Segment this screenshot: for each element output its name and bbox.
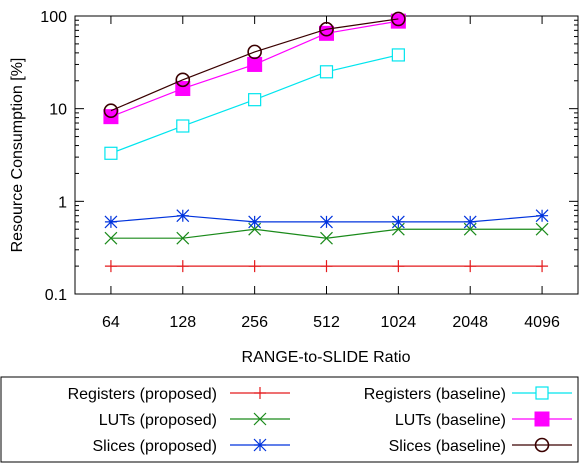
data-point <box>319 65 334 79</box>
data-point <box>176 231 190 245</box>
legend-entry: LUTs (baseline) <box>395 411 572 429</box>
data-point <box>319 21 334 37</box>
x-tick-label: 512 <box>313 314 340 331</box>
legend-box <box>0 376 579 463</box>
data-point <box>320 215 333 229</box>
x-tick-label: 4096 <box>524 314 560 331</box>
legend-label: Slices (baseline) <box>389 438 506 455</box>
data-point <box>320 231 333 245</box>
data-point <box>103 103 119 119</box>
data-point <box>104 231 118 245</box>
data-point <box>176 260 189 273</box>
series-2 <box>104 48 405 160</box>
y-tick-label: 100 <box>40 9 67 26</box>
legend-label: LUTs (baseline) <box>395 412 506 429</box>
legend-marker <box>534 411 550 427</box>
x-tick-label: 128 <box>169 314 196 331</box>
x-tick-label: 2048 <box>452 314 488 331</box>
data-point <box>391 215 405 229</box>
legend-marker <box>253 438 267 452</box>
legend-label: LUTs (proposed) <box>99 412 217 429</box>
series-5 <box>104 209 549 229</box>
legend-marker <box>535 386 549 400</box>
legend-marker <box>253 412 267 426</box>
legend-entry: Slices (baseline) <box>389 437 572 455</box>
data-point <box>248 260 261 273</box>
data-point <box>391 11 406 27</box>
series-line <box>110 228 543 239</box>
data-point <box>464 260 477 273</box>
legend: Registers (proposed) Registers (baseline)… <box>0 376 579 463</box>
data-point <box>391 48 405 62</box>
legend-entry: LUTs (proposed) <box>99 412 290 429</box>
series-1 <box>104 260 549 273</box>
axes: 0.1 1 10 100 64 128 256 512 1024 2048 4096 <box>40 9 579 331</box>
legend-marker <box>534 437 550 453</box>
data-point <box>104 146 118 160</box>
legend-entry: Registers (baseline) <box>364 386 572 403</box>
legend-entry: Registers (proposed) <box>68 386 290 403</box>
data-point <box>104 215 118 229</box>
data-point <box>248 93 262 107</box>
data-point <box>176 209 190 223</box>
series-6 <box>103 11 406 119</box>
data-point <box>104 260 117 273</box>
legend-entry: Slices (proposed) <box>93 438 290 455</box>
x-tick-label: 64 <box>102 314 120 331</box>
x-axis-label: RANGE-to-SLIDE Ratio <box>242 349 411 366</box>
legend-label: Slices (proposed) <box>93 438 218 455</box>
y-tick-label: 10 <box>49 102 67 119</box>
series-layer <box>103 11 549 273</box>
legend-label: Registers (baseline) <box>364 386 506 403</box>
y-axis-label: Resource Consumption [%] <box>9 58 26 253</box>
y-tick-label: 0.1 <box>45 287 67 304</box>
series-4 <box>103 13 406 125</box>
data-point <box>248 215 262 229</box>
plot-frame <box>74 15 579 295</box>
legend-marker <box>254 387 266 399</box>
data-point <box>175 72 191 88</box>
x-tick-label: 256 <box>241 314 268 331</box>
data-point <box>176 119 190 133</box>
data-point <box>535 209 549 223</box>
x-tick-label: 1024 <box>381 314 417 331</box>
data-point <box>247 44 262 60</box>
data-point <box>535 222 549 236</box>
data-point <box>536 260 549 273</box>
data-point <box>320 260 333 273</box>
series-line <box>110 18 399 112</box>
y-tick-label: 1 <box>58 194 67 211</box>
data-point <box>392 260 405 273</box>
data-point <box>247 56 263 72</box>
legend-label: Registers (proposed) <box>68 386 217 403</box>
data-point <box>463 215 477 229</box>
